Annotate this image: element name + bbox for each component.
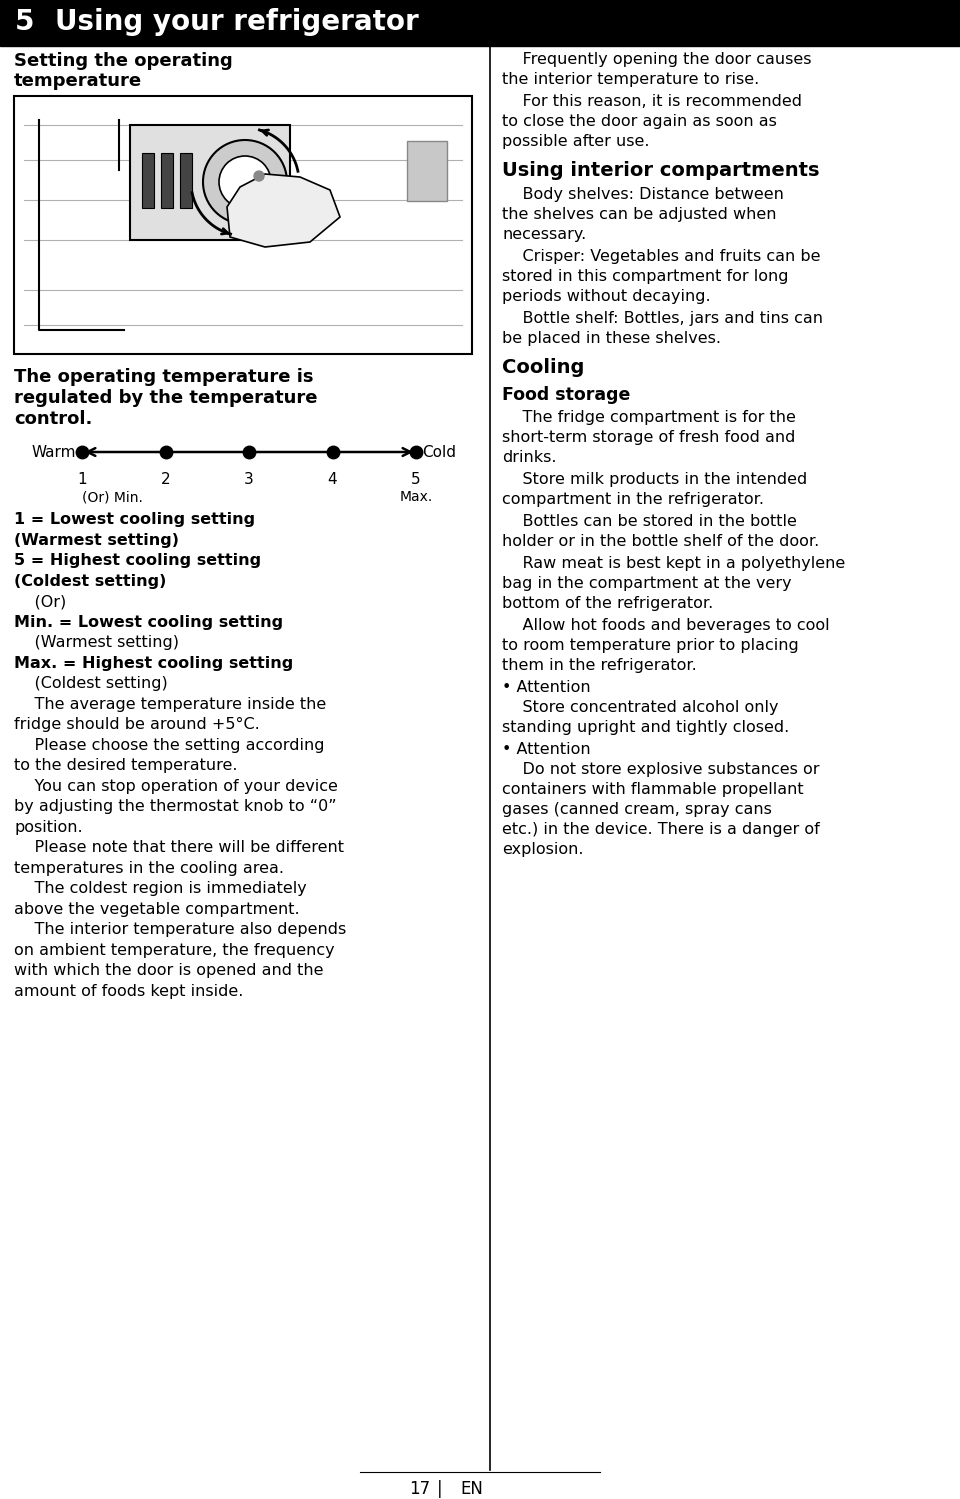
Text: bottom of the refrigerator.: bottom of the refrigerator.	[502, 597, 713, 612]
Text: 4: 4	[327, 472, 337, 487]
Bar	[8, 6, 42, 40]
Text: drinks.: drinks.	[502, 450, 557, 465]
Text: Store milk products in the intended: Store milk products in the intended	[502, 472, 807, 487]
Text: 1: 1	[77, 472, 86, 487]
Text: temperature: temperature	[14, 72, 142, 90]
Text: Setting the operating: Setting the operating	[14, 52, 232, 70]
Text: amount of foods kept inside.: amount of foods kept inside.	[14, 983, 244, 998]
Text: (Or): (Or)	[14, 594, 66, 609]
Text: holder or in the bottle shelf of the door.: holder or in the bottle shelf of the doo…	[502, 534, 819, 549]
Bar	[130, 124, 290, 240]
Text: to close the door again as soon as: to close the door again as soon as	[502, 114, 777, 129]
Text: Warm: Warm	[32, 445, 76, 460]
Text: For this reason, it is recommended: For this reason, it is recommended	[502, 94, 802, 109]
Text: 3: 3	[244, 472, 253, 487]
Circle shape	[254, 171, 264, 181]
Text: Food storage: Food storage	[502, 387, 631, 405]
Text: temperatures in the cooling area.: temperatures in the cooling area.	[14, 860, 284, 875]
Text: • Attention: • Attention	[502, 681, 590, 696]
Text: Bottles can be stored in the bottle: Bottles can be stored in the bottle	[502, 514, 797, 529]
Text: them in the refrigerator.: them in the refrigerator.	[502, 658, 697, 673]
Text: The fridge compartment is for the: The fridge compartment is for the	[502, 411, 796, 426]
Text: The coldest region is immediately: The coldest region is immediately	[14, 881, 307, 896]
Text: Do not store explosive substances or: Do not store explosive substances or	[502, 761, 820, 776]
Bar	[407, 141, 447, 201]
Text: (Coldest setting): (Coldest setting)	[14, 574, 166, 589]
Text: possible after use.: possible after use.	[502, 133, 650, 148]
Text: (Warmest setting): (Warmest setting)	[14, 636, 179, 651]
Text: position.: position.	[14, 820, 83, 835]
Text: standing upright and tightly closed.: standing upright and tightly closed.	[502, 720, 789, 735]
Text: 2: 2	[160, 472, 170, 487]
Text: The interior temperature also depends: The interior temperature also depends	[14, 922, 347, 937]
Text: Frequently opening the door causes: Frequently opening the door causes	[502, 52, 811, 67]
Text: Bottle shelf: Bottles, jars and tins can: Bottle shelf: Bottles, jars and tins can	[502, 310, 823, 325]
Bar	[142, 153, 154, 208]
Bar	[161, 153, 173, 208]
Text: The operating temperature is: The operating temperature is	[14, 367, 314, 387]
Text: Using interior compartments: Using interior compartments	[502, 160, 820, 180]
Text: necessary.: necessary.	[502, 226, 587, 241]
Text: stored in this compartment for long: stored in this compartment for long	[502, 268, 788, 283]
Text: to the desired temperature.: to the desired temperature.	[14, 758, 237, 773]
Text: to room temperature prior to placing: to room temperature prior to placing	[502, 639, 799, 654]
Text: |: |	[437, 1480, 443, 1498]
Text: control.: control.	[14, 411, 92, 429]
Text: Cold: Cold	[422, 445, 456, 460]
Text: with which the door is opened and the: with which the door is opened and the	[14, 962, 324, 977]
Text: 5 = Highest cooling setting: 5 = Highest cooling setting	[14, 553, 261, 568]
Text: Allow hot foods and beverages to cool: Allow hot foods and beverages to cool	[502, 618, 829, 633]
Text: Cooling: Cooling	[502, 358, 585, 378]
Text: by adjusting the thermostat knob to “0”: by adjusting the thermostat knob to “0”	[14, 799, 337, 814]
Text: on ambient temperature, the frequency: on ambient temperature, the frequency	[14, 943, 335, 958]
Text: regulated by the temperature: regulated by the temperature	[14, 390, 318, 408]
Text: EN: EN	[460, 1480, 483, 1498]
Text: above the vegetable compartment.: above the vegetable compartment.	[14, 901, 300, 916]
Text: 17: 17	[409, 1480, 430, 1498]
Bar	[0, 0, 960, 46]
Text: bag in the compartment at the very: bag in the compartment at the very	[502, 576, 792, 591]
Text: be placed in these shelves.: be placed in these shelves.	[502, 331, 721, 346]
Circle shape	[203, 139, 287, 223]
Text: You can stop operation of your device: You can stop operation of your device	[14, 778, 338, 793]
Text: 5: 5	[411, 472, 420, 487]
Text: short-term storage of fresh food and: short-term storage of fresh food and	[502, 430, 796, 445]
Text: (Warmest setting): (Warmest setting)	[14, 532, 179, 547]
Text: 5: 5	[15, 7, 35, 36]
Text: Max.: Max.	[399, 490, 433, 504]
Text: periods without decaying.: periods without decaying.	[502, 289, 710, 304]
Text: etc.) in the device. There is a danger of: etc.) in the device. There is a danger o…	[502, 821, 820, 836]
Text: Max. = Highest cooling setting: Max. = Highest cooling setting	[14, 655, 293, 670]
Text: Crisper: Vegetables and fruits can be: Crisper: Vegetables and fruits can be	[502, 249, 821, 264]
Text: Body shelves: Distance between: Body shelves: Distance between	[502, 187, 784, 202]
Text: (Or) Min.: (Or) Min.	[82, 490, 143, 504]
Text: (Coldest setting): (Coldest setting)	[14, 676, 168, 691]
Text: the shelves can be adjusted when: the shelves can be adjusted when	[502, 207, 777, 222]
Text: The average temperature inside the: The average temperature inside the	[14, 697, 326, 712]
Text: Min. = Lowest cooling setting: Min. = Lowest cooling setting	[14, 615, 283, 630]
Text: the interior temperature to rise.: the interior temperature to rise.	[502, 72, 759, 87]
Text: containers with flammable propellant: containers with flammable propellant	[502, 782, 804, 797]
Bar	[180, 153, 192, 208]
Text: fridge should be around +5°C.: fridge should be around +5°C.	[14, 717, 260, 732]
Text: 1 = Lowest cooling setting: 1 = Lowest cooling setting	[14, 513, 255, 528]
Text: • Attention: • Attention	[502, 742, 590, 757]
Text: gases (canned cream, spray cans: gases (canned cream, spray cans	[502, 802, 772, 817]
Text: Raw meat is best kept in a polyethylene: Raw meat is best kept in a polyethylene	[502, 556, 845, 571]
Text: Please note that there will be different: Please note that there will be different	[14, 839, 344, 854]
Text: Store concentrated alcohol only: Store concentrated alcohol only	[502, 700, 779, 715]
Text: Please choose the setting according: Please choose the setting according	[14, 738, 324, 752]
Bar	[14, 96, 472, 354]
Text: explosion.: explosion.	[502, 842, 584, 857]
Text: compartment in the refrigerator.: compartment in the refrigerator.	[502, 492, 764, 507]
Polygon shape	[227, 174, 340, 247]
Text: Using your refrigerator: Using your refrigerator	[55, 7, 419, 36]
Circle shape	[219, 156, 271, 208]
